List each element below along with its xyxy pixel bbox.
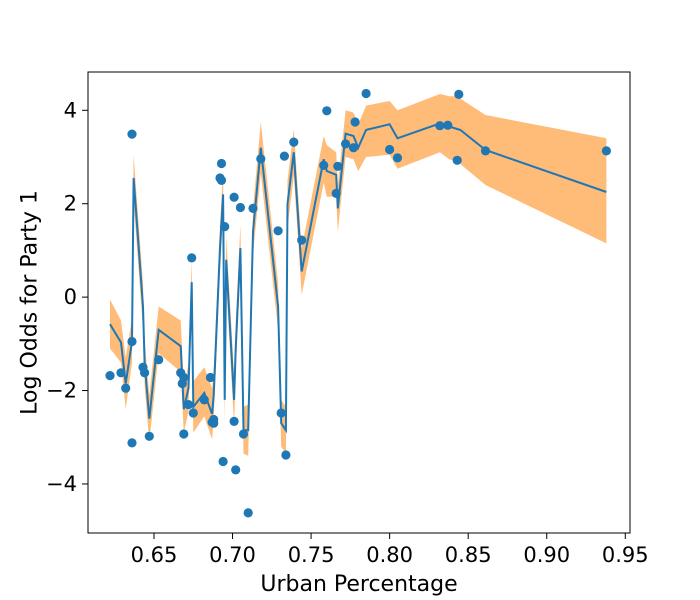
data-point xyxy=(144,431,154,441)
y-tick-label: −4 xyxy=(46,472,77,496)
y-tick-label: 0 xyxy=(64,285,77,309)
data-point xyxy=(116,368,126,378)
data-point xyxy=(279,151,289,161)
data-point xyxy=(454,89,464,99)
data-point xyxy=(243,508,253,518)
data-point xyxy=(480,146,491,156)
data-point xyxy=(183,400,194,410)
data-point xyxy=(256,154,266,164)
y-tick-label: 2 xyxy=(64,192,77,216)
x-tick-label: 0.95 xyxy=(602,543,649,567)
data-point xyxy=(333,161,343,171)
data-point xyxy=(350,117,360,127)
data-point xyxy=(154,355,164,365)
data-point xyxy=(229,192,239,202)
data-point xyxy=(218,456,228,467)
data-point xyxy=(235,202,245,213)
y-axis-ticks: −4 −2 0 2 4 xyxy=(46,98,88,496)
data-point xyxy=(452,155,462,165)
data-point xyxy=(199,395,209,405)
data-point xyxy=(281,450,291,460)
data-point xyxy=(348,143,359,153)
data-point xyxy=(121,383,131,393)
x-axis-label: Urban Percentage xyxy=(260,572,457,597)
plot-frame xyxy=(87,71,631,534)
confidence-band xyxy=(110,94,607,456)
data-point xyxy=(188,408,198,418)
y-axis-label: Log Odds for Party 1 xyxy=(18,190,43,415)
x-tick-label: 0.75 xyxy=(288,543,335,567)
data-point xyxy=(127,438,137,448)
data-point xyxy=(443,120,453,130)
data-point xyxy=(392,153,403,163)
data-point xyxy=(319,160,329,170)
x-tick-label: 0.65 xyxy=(131,543,178,567)
y-tick-label: 4 xyxy=(64,98,77,122)
data-point xyxy=(248,203,258,213)
data-point xyxy=(179,372,189,383)
data-point xyxy=(297,235,307,245)
x-tick-label: 0.90 xyxy=(523,543,570,567)
data-point xyxy=(127,129,137,139)
data-point xyxy=(209,418,219,428)
scatter-points xyxy=(105,88,612,518)
data-point xyxy=(435,121,445,131)
data-point xyxy=(273,226,283,236)
data-point xyxy=(229,416,239,426)
data-point xyxy=(385,144,395,155)
data-point xyxy=(289,137,299,147)
data-point xyxy=(331,188,341,198)
x-tick-label: 0.85 xyxy=(445,543,492,567)
data-point xyxy=(601,146,612,156)
data-point xyxy=(216,158,227,169)
data-point xyxy=(322,106,332,116)
data-point xyxy=(205,372,216,383)
plot-area xyxy=(105,88,612,518)
data-point xyxy=(105,371,115,381)
data-point xyxy=(341,139,351,149)
x-tick-label: 0.80 xyxy=(366,543,413,567)
data-point xyxy=(238,429,249,439)
data-point xyxy=(127,336,137,347)
data-point xyxy=(187,253,197,263)
data-point xyxy=(220,222,230,232)
y-tick-label: −2 xyxy=(46,379,77,403)
x-tick-label: 0.70 xyxy=(209,543,256,567)
data-point xyxy=(216,175,227,185)
data-point xyxy=(361,88,371,99)
x-axis-ticks: 0.65 0.70 0.75 0.80 0.85 0.90 0.95 xyxy=(131,533,649,567)
data-point xyxy=(276,408,286,418)
data-point xyxy=(231,465,241,475)
data-point xyxy=(140,368,150,378)
data-point xyxy=(179,429,189,439)
